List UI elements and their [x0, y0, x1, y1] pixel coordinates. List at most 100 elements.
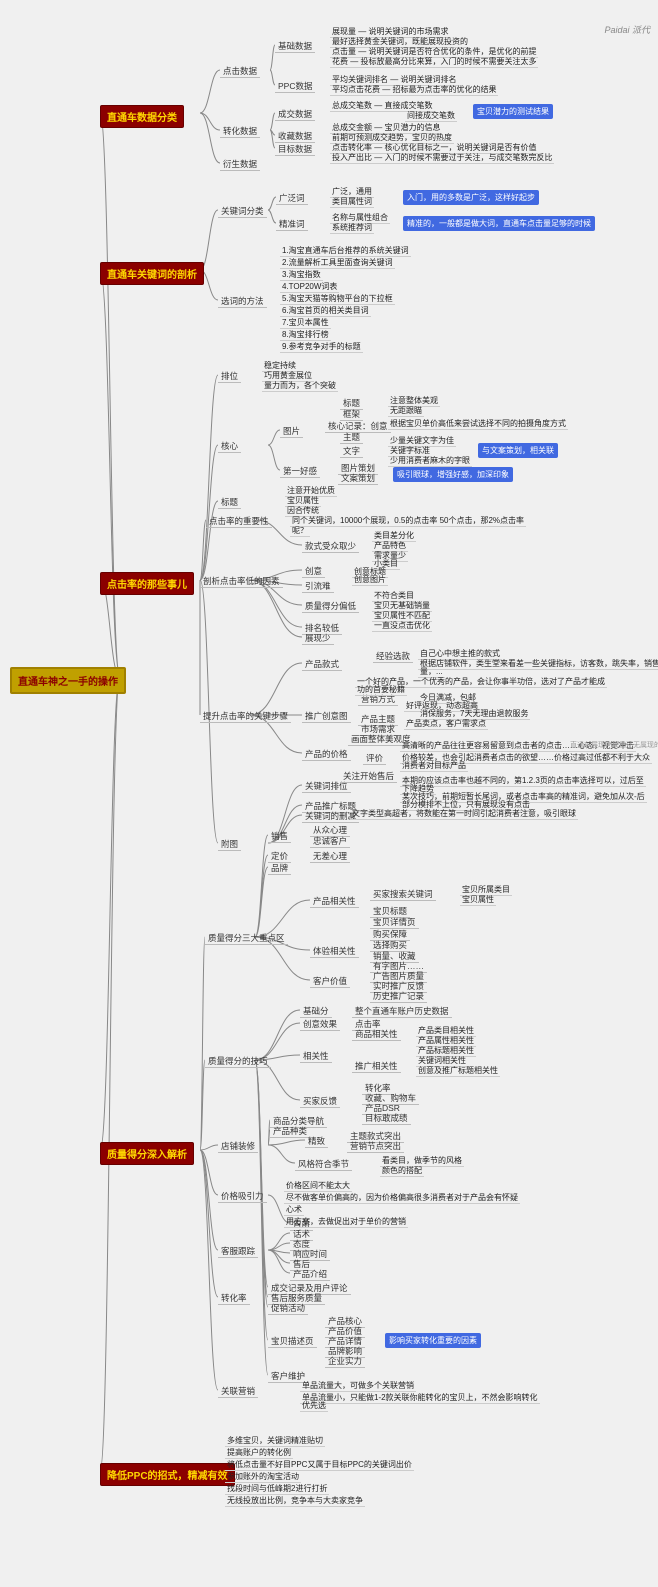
leaf-85: 参加账外的淘宝活动 [225, 1471, 301, 1483]
sub-21: 销售 [268, 830, 291, 843]
category-2: 点击率的那些事儿 [100, 572, 194, 595]
leaf-24: 9.参考竞争对手的标题 [280, 341, 363, 353]
mid-10: 提升点击率的关键步骤 [200, 710, 291, 723]
mid-14: 店铺装修 [218, 1140, 258, 1153]
mid-12: 质量得分三大重点区 [205, 932, 288, 945]
leaf-19: 4.TOP20W词表 [280, 281, 339, 293]
watermark: Paidai 派代 [604, 23, 650, 36]
subsub-41: 企业实力 [325, 1355, 365, 1368]
subsub-27: 整个直通车账户历史数据 [352, 1005, 452, 1018]
subsub-15: 忠诚客户 [310, 835, 350, 848]
leaf-75: 价格区间不能太大 [284, 1180, 352, 1192]
sub-43: 促销活动 [268, 1302, 308, 1315]
leaf-13: 类目属性词 [330, 196, 374, 208]
leaf-27: 量力而为，各个突破 [262, 380, 338, 392]
sub-5: 广泛词 [276, 192, 308, 205]
leaf-50: 根据店铺软件，类生堂来看差一些关键指标，访客数，跳失率，销售 [418, 658, 658, 670]
leaf-65: 文字类型高超者，将数能在第一时间引起消费者注意，吸引眼球 [350, 808, 578, 820]
leaf-33: 少用消费者麻木的字眼 [388, 455, 472, 467]
sub-29: 相关性 [300, 1050, 332, 1063]
mid-15: 价格吸引力 [218, 1190, 267, 1203]
sub-14: 展现少 [302, 632, 334, 645]
sub-28: 创意效果 [300, 1018, 340, 1031]
sub-30: 买家反馈 [300, 1095, 340, 1108]
sub-16: 推广创意图 [302, 710, 351, 723]
subsub-26: 历史推广记录 [370, 990, 427, 1003]
leaf-17: 2.流量解析工具里面查询关键词 [280, 257, 395, 269]
leaf-48: 一直没点击优化 [372, 620, 432, 632]
category-4: 降低PPC的招式，精减有效 [100, 1463, 235, 1486]
mid-6: 核心 [218, 440, 241, 453]
leaf-23: 8.淘宝排行榜 [280, 329, 331, 341]
mid-9: 剖析点击率低的因素 [200, 575, 283, 588]
sub-44: 宝贝描述页 [268, 1335, 317, 1348]
subsub-6: 文案策划 [338, 472, 378, 485]
leaf-67: 宝贝属性 [460, 894, 496, 906]
leaf-87: 无线投放出比例，竞争本与大卖家竞争 [225, 1495, 365, 1507]
mid-2: 衍生数据 [220, 158, 260, 171]
sub-27: 基础分 [300, 1005, 332, 1018]
sub-34: 风格符合季节 [295, 1158, 352, 1171]
sub-2: 成交数据 [275, 108, 315, 121]
leaf-57: 产品卖点，客户需求点 [404, 718, 488, 730]
leaf-60: 消费者对目标产品 [400, 760, 468, 772]
leaf-30: 根据宝贝单价高低来尝试选择不同的拍摄角度方式 [388, 418, 568, 430]
leaf-22: 7.宝贝本属性 [280, 317, 331, 329]
leaf-21: 6.淘宝首页的相关类目词 [280, 305, 371, 317]
sub-23: 品牌 [268, 862, 291, 875]
leaf-86: 找段时间与低峰期2进行打折 [225, 1483, 329, 1495]
mid-1: 转化数据 [220, 125, 260, 138]
blue-tag-1: 入门，用的多数是广泛，这样好起步 [403, 190, 539, 205]
mid-11: 附图 [218, 838, 241, 851]
leaf-44: 创意图片 [352, 574, 388, 586]
leaf-61: 本期的应该点击率也越不同的，第1.2.3页的点击率选择可以，过后至 [400, 775, 646, 787]
leaf-18: 3.淘宝指数 [280, 269, 323, 281]
blue-tag-2: 精准的，一般都是做大词，直通车点击量足够的时候 [403, 216, 595, 231]
blue-tag-4: 吸引眼球，增强好感，加深印象 [393, 467, 513, 482]
sub-15: 产品款式 [302, 658, 342, 671]
sub-10: 创意 [302, 565, 325, 578]
leaf-3: 花费 — 投标放最高分比来算，入门的时候不需要关注太多 [330, 56, 538, 68]
mid-5: 排位 [218, 370, 241, 383]
sub-4: 目标数据 [275, 143, 315, 156]
leaf-16: 1.淘宝直通车后台推荐的系统关键词 [280, 245, 411, 257]
mid-17: 转化率 [218, 1292, 250, 1305]
subsub-16: 无差心理 [310, 850, 350, 863]
footnote-0: 直通车展现，积重还无属现的 [570, 740, 658, 750]
sub-26: 客户价值 [310, 975, 350, 988]
mid-8: 点击率的重要性 [206, 515, 272, 528]
leaf-20: 5.淘宝天猫等购物平台的下拉框 [280, 293, 395, 305]
leaf-82: 多维宝贝，关键词精准贴切 [225, 1435, 325, 1447]
blue-tag-5: 影响买家转化重要的因素 [385, 1333, 481, 1348]
leaf-77: 心术 [284, 1204, 304, 1216]
sub-3: 收藏数据 [275, 130, 315, 143]
sub-8: 第一好感 [280, 465, 320, 478]
subsub-36: 营销节点突出 [347, 1140, 404, 1153]
category-1: 直通车关键词的剖析 [100, 262, 204, 285]
leaf-5: 平均点击花费 — 招标最为点击率的优化的结果 [330, 84, 498, 96]
leaf-72: 创意及推广标题相关性 [416, 1065, 500, 1077]
mid-13: 质量得分的技巧 [205, 1055, 271, 1068]
subsub-7: 经验选款 [373, 650, 413, 663]
leaf-74: 颜色的搭配 [380, 1165, 424, 1177]
subsub-17: 买家搜索关键词 [370, 888, 436, 901]
mid-18: 关联营销 [218, 1385, 258, 1398]
sub-40: 产品介绍 [290, 1268, 330, 1281]
category-0: 直通车数据分类 [100, 105, 184, 128]
sub-17: 产品的价格 [302, 748, 351, 761]
sub-9: 款式受众取少 [302, 540, 359, 553]
subsub-30: 推广相关性 [352, 1060, 401, 1073]
sub-12: 质量得分偏低 [302, 600, 359, 613]
subsub-4: 文字 [340, 445, 363, 458]
leaf-83: 提高账户的转化例 [225, 1447, 293, 1459]
mid-7: 标题 [218, 496, 241, 509]
sub-24: 产品相关性 [310, 895, 359, 908]
sub-0: 基础数据 [275, 40, 315, 53]
sub-7: 图片 [280, 425, 303, 438]
blue-tag-0: 宝贝潜力的测试结果 [473, 104, 553, 119]
leaf-11: 投入产出比 — 入门的时候不需要过于关注，与成交笔数完反比 [330, 152, 554, 164]
category-3: 质量得分深入解析 [100, 1142, 194, 1165]
subsub-34: 目标敢成绩 [362, 1112, 411, 1125]
leaf-76: 尽不做客单价偏高的，因为价格偏高很多消费者对于产品会有怀疑 [284, 1192, 520, 1204]
mid-4: 选词的方法 [218, 295, 267, 308]
